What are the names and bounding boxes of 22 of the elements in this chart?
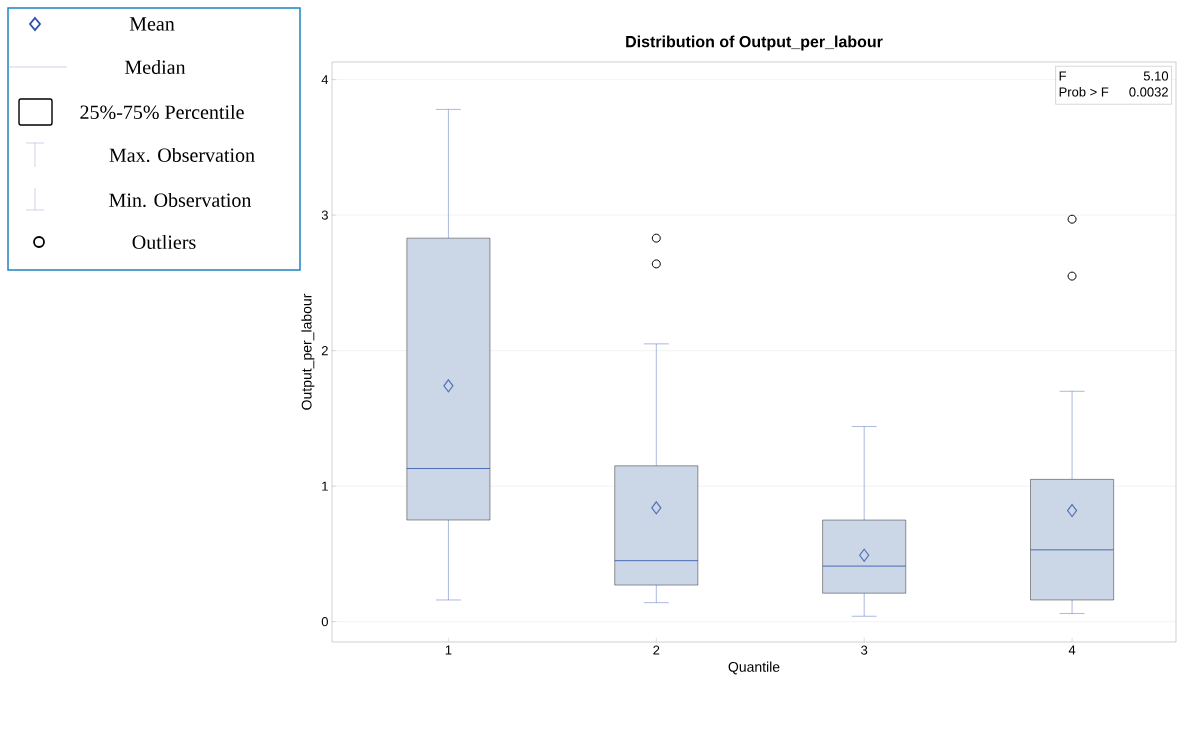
y-axis-title: Output_per_labour <box>301 293 315 410</box>
y-tick-label: 2 <box>321 346 328 356</box>
y-tick-label: 4 <box>321 75 329 85</box>
x-axis-title: Quantile <box>728 661 780 675</box>
text: Mean <box>129 17 175 31</box>
text: Min. Observation <box>109 192 252 208</box>
annotation: Prob > F <box>1059 87 1109 97</box>
text: Outliers <box>132 234 196 250</box>
text: Median <box>125 59 186 75</box>
annotation: F <box>1059 71 1067 81</box>
x-tick-label: 1 <box>445 645 452 655</box>
annotation: 0.0032 <box>1129 87 1168 97</box>
y-tick-label: 1 <box>322 481 328 491</box>
y-tick-label: 0 <box>321 617 328 627</box>
text: Max. Observation <box>109 147 255 163</box>
y-tick-label: 3 <box>321 210 328 220</box>
x-tick-label: 4 <box>1068 645 1076 655</box>
chart-title: Distribution of Output_per_labour <box>626 35 883 51</box>
annotation: 5.10 <box>1143 71 1169 81</box>
x-tick-label: 3 <box>861 645 868 655</box>
text: 25%-75% Percentile <box>80 104 244 120</box>
x-tick-label: 2 <box>653 645 660 655</box>
